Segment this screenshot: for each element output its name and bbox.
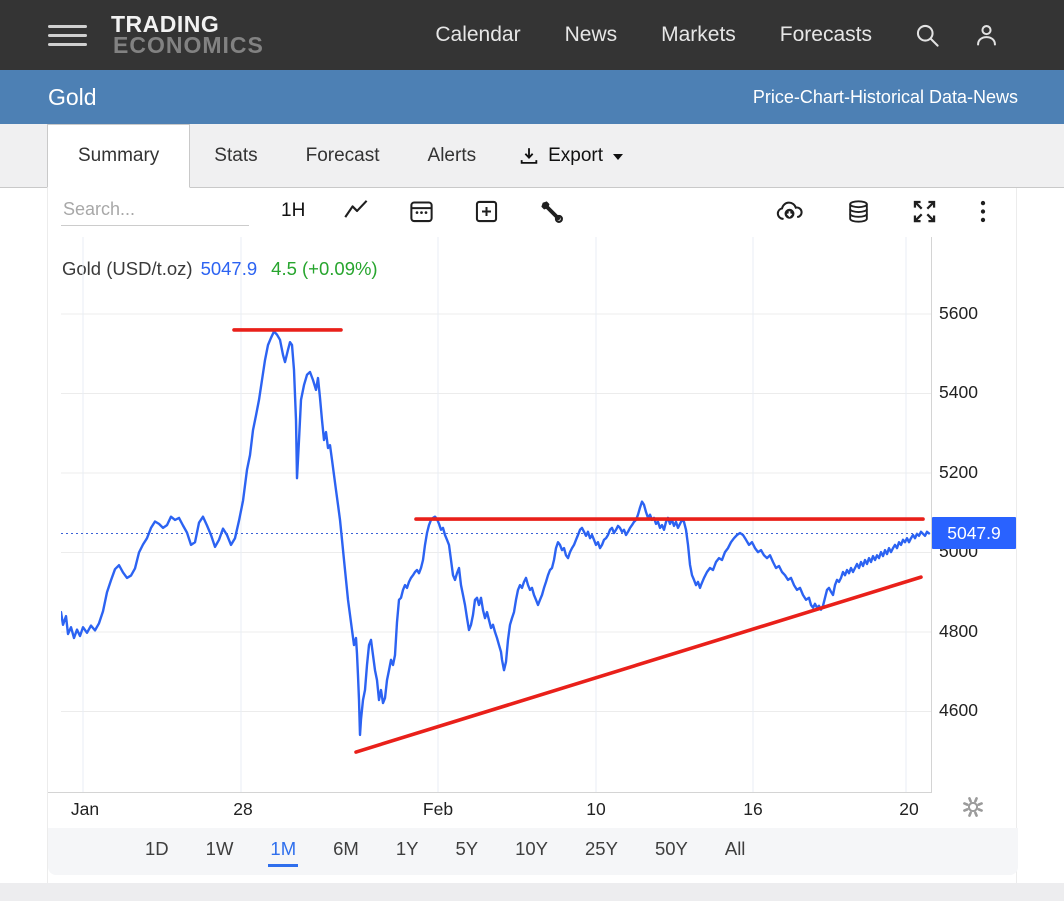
chart-settings-gear-icon[interactable] xyxy=(960,794,986,820)
tab-summary[interactable]: Summary xyxy=(47,124,191,188)
caret-down-icon xyxy=(613,154,624,160)
y-axis-label: 4800 xyxy=(939,620,978,641)
chart-legend: Gold (USD/t.oz) 5047.9 4.5 (+0.09%) xyxy=(62,258,378,280)
chart-card: 1H xyxy=(47,188,1018,883)
y-axis-label: 4600 xyxy=(939,700,978,721)
range-button-5y[interactable]: 5Y xyxy=(455,838,479,859)
historical-data-database-icon[interactable] xyxy=(846,198,871,225)
tabs-row: Summary Stats Forecast Alerts Export xyxy=(0,124,1064,188)
x-axis-label: Jan xyxy=(70,799,100,819)
cloud-download-icon[interactable] xyxy=(773,198,806,225)
chart-toolbar: 1H xyxy=(48,188,1016,234)
toolbar-right-group xyxy=(773,198,988,225)
nav-link-calendar[interactable]: Calendar xyxy=(435,23,521,46)
tab-alerts[interactable]: Alerts xyxy=(427,144,477,166)
hamburger-bar xyxy=(48,24,87,28)
tab-list: Summary Stats Forecast Alerts xyxy=(47,124,500,188)
tab-stats[interactable]: Stats xyxy=(214,144,258,166)
subheader-link-chart[interactable]: Chart xyxy=(799,86,844,107)
range-button-1w[interactable]: 1W xyxy=(205,838,234,859)
footer-strip xyxy=(0,883,1064,901)
range-button-25y[interactable]: 25Y xyxy=(585,838,618,859)
subheader-link-news[interactable]: News xyxy=(972,86,1018,107)
legend-price: 5047.9 xyxy=(200,258,258,279)
range-button-all[interactable]: All xyxy=(724,838,746,859)
subheader-link-historical-data[interactable]: Historical Data xyxy=(849,86,967,107)
user-account-icon[interactable] xyxy=(973,22,1000,49)
subheader-separator: - xyxy=(843,86,850,107)
range-button-50y[interactable]: 50Y xyxy=(654,838,688,859)
page-title: Gold xyxy=(48,83,97,110)
subheader-separator: - xyxy=(966,86,973,107)
current-price-badge: 5047.9 xyxy=(932,517,1016,550)
logo-line1: TRADING xyxy=(111,11,220,38)
range-button-1m[interactable]: 1M xyxy=(268,836,299,867)
add-compare-icon[interactable] xyxy=(473,198,500,225)
export-label: Export xyxy=(548,144,604,166)
hamburger-bar xyxy=(48,33,87,37)
nav-link-news[interactable]: News xyxy=(564,23,618,46)
y-axis-label: 5200 xyxy=(939,461,978,482)
y-axis-line xyxy=(931,237,932,793)
nav-link-markets[interactable]: Markets xyxy=(661,23,736,46)
x-axis-label: Feb xyxy=(422,799,454,819)
legend-change: 4.5 (+0.09%) xyxy=(271,258,378,279)
export-button[interactable]: Export xyxy=(500,124,641,187)
hamburger-bar xyxy=(48,42,87,46)
x-axis-label: 28 xyxy=(233,799,253,819)
range-button-1y[interactable]: 1Y xyxy=(395,838,419,859)
nav-link-forecasts[interactable]: Forecasts xyxy=(779,23,872,46)
subheader-separator: - xyxy=(793,86,800,107)
more-options-kebab-icon[interactable] xyxy=(978,198,988,225)
top-navbar: TRADING ECONOMICS Calendar News Markets For… xyxy=(0,0,1064,70)
x-axis-label: 16 xyxy=(743,799,763,819)
subheader-link-price[interactable]: Price xyxy=(752,86,794,107)
range-selector-row: 1D 1W 1M 6M 1Y 5Y 10Y 25Y 50Y All xyxy=(48,828,1018,875)
download-icon xyxy=(520,147,538,164)
trading-economics-logo[interactable]: TRADING ECONOMICS xyxy=(111,11,264,58)
x-axis-label: 20 xyxy=(899,799,919,819)
x-axis-line xyxy=(48,792,932,793)
instrument-header: Gold Price - Chart - Historical Data - N… xyxy=(0,70,1064,124)
trendline-ascending-support xyxy=(354,575,923,754)
search-icon[interactable] xyxy=(914,22,941,49)
chart-type-line-icon[interactable] xyxy=(343,198,370,225)
logo-line2: ECONOMICS xyxy=(113,31,264,58)
price-chart-plot-area[interactable] xyxy=(61,237,931,792)
subheader-links: Price - Chart - Historical Data - News xyxy=(753,87,1018,108)
range-button-6m[interactable]: 6M xyxy=(333,838,359,859)
x-axis-label: 10 xyxy=(586,799,606,819)
indicators-wrench-icon[interactable] xyxy=(538,198,565,225)
search-input[interactable] xyxy=(61,196,249,226)
legend-instrument: Gold (USD/t.oz) xyxy=(62,258,193,279)
range-button-1d[interactable]: 1D xyxy=(145,838,169,859)
y-axis-label: 5600 xyxy=(939,302,978,323)
fullscreen-expand-icon[interactable] xyxy=(911,198,938,225)
interval-selector[interactable]: 1H xyxy=(281,200,306,221)
hamburger-menu-icon[interactable] xyxy=(48,19,87,52)
nav-links: Calendar News Markets Forecasts xyxy=(435,23,872,47)
range-button-10y[interactable]: 10Y xyxy=(515,838,549,859)
tab-forecast[interactable]: Forecast xyxy=(305,144,380,166)
date-range-calendar-icon[interactable] xyxy=(408,198,435,225)
y-axis-label: 5400 xyxy=(939,382,978,403)
